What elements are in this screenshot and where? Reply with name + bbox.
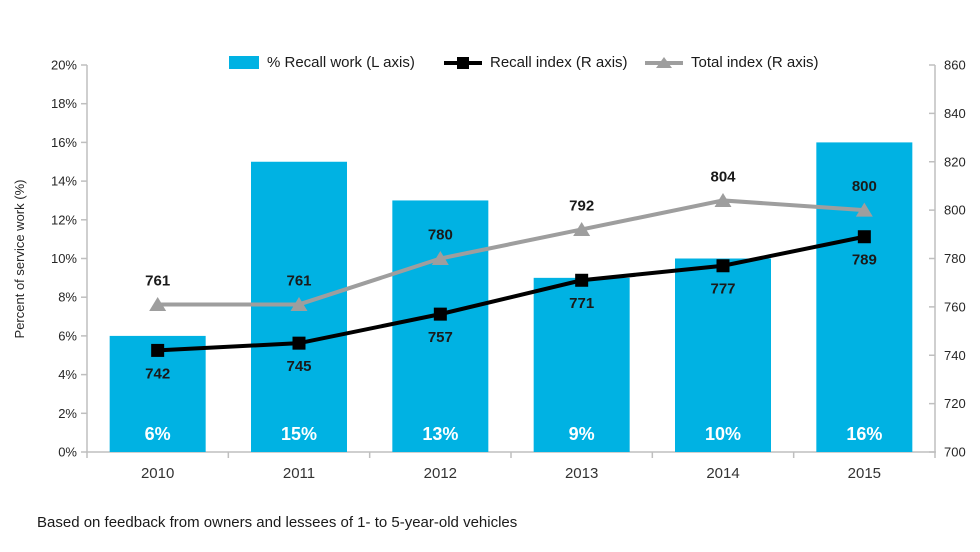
right-axis-tick-label: 720 [944, 396, 966, 411]
right-axis-tick-label: 760 [944, 299, 966, 314]
recall-index-data-label: 742 [145, 365, 170, 382]
recall-index-data-label: 789 [852, 252, 877, 269]
square-marker-icon [433, 307, 447, 321]
bar [816, 142, 913, 452]
right-axis-tick-label: 800 [944, 203, 966, 218]
left-axis-tick-label: 18% [51, 96, 77, 111]
total-index-data-label: 792 [569, 197, 594, 214]
left-axis-tick-label: 14% [51, 174, 77, 189]
left-axis-tick-label: 6% [58, 328, 77, 343]
y-axis-title: Percent of service work (%) [12, 179, 27, 339]
right-axis-tick-label: 820 [944, 154, 966, 169]
square-marker-icon [575, 273, 589, 287]
total-index-data-label: 804 [710, 168, 736, 185]
right-axis-tick-label: 860 [944, 58, 966, 73]
recall-index-data-label: 745 [286, 358, 311, 375]
legend-item-total-index: Total index (R axis) [645, 53, 819, 71]
x-axis-category-label: 2015 [848, 465, 881, 482]
square-marker-icon [857, 230, 871, 244]
legend-label-recall-work: % Recall work (L axis) [267, 53, 415, 71]
left-axis-tick-label: 0% [58, 445, 77, 460]
legend-label-total-index: Total index (R axis) [691, 53, 819, 71]
left-axis-tick-label: 2% [58, 406, 77, 421]
left-axis-tick-label: 10% [51, 251, 77, 266]
x-axis-category-label: 2010 [141, 465, 174, 482]
bar-value-label: 15% [281, 424, 317, 444]
triangle-marker-icon [431, 251, 449, 265]
left-axis-tick-label: 12% [51, 212, 77, 227]
bar-value-label: 10% [705, 424, 741, 444]
bar-value-label: 9% [569, 424, 595, 444]
recall-index-data-label: 771 [569, 295, 594, 312]
legend-item-recall-work: % Recall work (L axis) [229, 53, 415, 71]
square-marker-icon [292, 336, 306, 350]
total-index-data-label: 761 [145, 272, 170, 289]
bar-series-swatch-icon [229, 55, 259, 69]
right-axis-tick-label: 780 [944, 251, 966, 266]
x-axis-category-label: 2014 [706, 465, 739, 482]
bar-value-label: 13% [422, 424, 458, 444]
line-triangle-marker-icon [645, 55, 683, 70]
recall-index-data-label: 777 [710, 281, 735, 298]
bar [392, 200, 489, 452]
legend-item-recall-index: Recall index (R axis) [444, 53, 628, 71]
triangle-marker-icon [855, 202, 873, 217]
square-marker-icon [151, 343, 165, 357]
left-axis-tick-label: 20% [51, 58, 77, 73]
recall-index-data-label: 757 [428, 329, 453, 346]
right-axis-tick-label: 840 [944, 106, 966, 121]
left-axis-tick-label: 4% [58, 367, 77, 382]
total-index-data-label: 800 [852, 178, 877, 195]
left-axis-tick-label: 16% [51, 135, 77, 150]
square-marker-icon [716, 259, 730, 273]
right-axis-tick-label: 740 [944, 348, 966, 363]
left-axis-tick-label: 8% [58, 290, 77, 305]
triangle-marker-icon [714, 192, 732, 207]
total-index-data-label: 761 [286, 272, 311, 289]
line-square-marker-icon [444, 55, 482, 70]
triangle-marker-icon [290, 296, 308, 311]
chart-footnote: Based on feedback from owners and lessee… [37, 514, 518, 531]
x-axis-category-label: 2013 [565, 465, 598, 482]
bar [675, 258, 771, 452]
bar-value-label: 16% [846, 424, 882, 444]
legend-label-recall-index: Recall index (R axis) [490, 53, 628, 71]
triangle-marker-icon [573, 221, 591, 236]
legend: % Recall work (L axis) Recall index (R a… [0, 53, 980, 71]
triangle-marker-icon [149, 296, 167, 311]
bar [533, 277, 630, 452]
total-index-line [157, 198, 865, 307]
x-axis-category-label: 2011 [283, 465, 315, 482]
bar-value-label: 6% [145, 424, 171, 444]
recall-index-line [157, 234, 865, 353]
right-axis-tick-label: 700 [944, 445, 966, 460]
x-axis-category-label: 2012 [424, 465, 457, 482]
total-index-data-label: 780 [428, 226, 453, 243]
